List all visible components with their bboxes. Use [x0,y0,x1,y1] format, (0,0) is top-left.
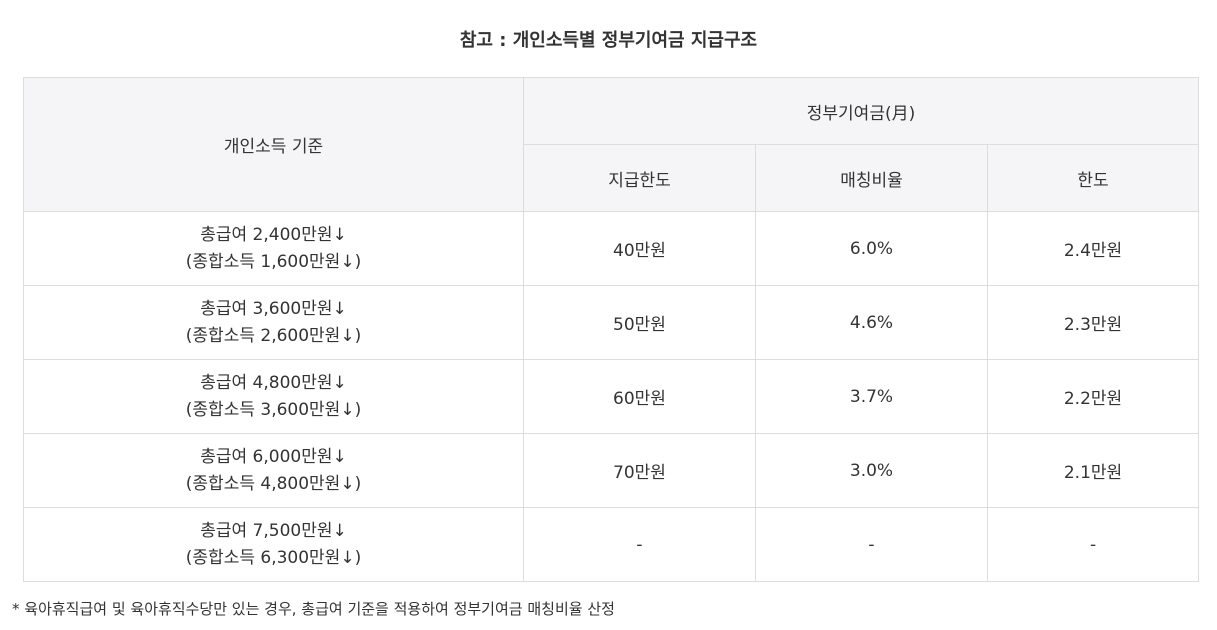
header-criteria: 개인소득 기준 [23,77,524,212]
limit-cell: 2.1만원 [986,433,1200,508]
table-row: 총급여 3,600만원↓ (종합소득 2,600만원↓) 50만원 4.6% 2… [23,285,1200,360]
limit-payment-cell: - [523,507,756,582]
criteria-line-salary: 총급여 3,600만원↓ [200,298,347,319]
criteria-line-salary: 총급여 2,400만원↓ [200,224,347,245]
matching-ratio-cell: 4.6% [755,285,988,360]
limit-cell: 2.3만원 [986,285,1200,360]
limit-cell: 2.2만원 [986,359,1200,434]
header-limit: 한도 [986,144,1200,212]
limit-payment-cell: 60만원 [523,359,756,434]
table-row: 총급여 7,500만원↓ (종합소득 6,300만원↓) - - - [23,507,1200,582]
criteria-line-income: (종합소득 2,600만원↓) [185,325,362,346]
criteria-cell: 총급여 6,000만원↓ (종합소득 4,800만원↓) [23,433,524,508]
matching-ratio-cell: 3.0% [755,433,988,508]
footnote: * 육아휴직급여 및 육아휴직수당만 있는 경우, 총급여 기준을 적용하여 정… [12,600,615,618]
limit-payment-cell: 40만원 [523,211,756,286]
header-limit-payment: 지급한도 [523,144,756,212]
criteria-line-income: (종합소득 6,300만원↓) [185,547,362,568]
criteria-cell: 총급여 7,500만원↓ (종합소득 6,300만원↓) [23,507,524,582]
table-row: 총급여 2,400만원↓ (종합소득 1,600만원↓) 40만원 6.0% 2… [23,211,1200,286]
criteria-line-salary: 총급여 7,500만원↓ [200,520,347,541]
limit-payment-cell: 50만원 [523,285,756,360]
header-gov-contribution: 정부기여금(月) [522,77,1200,145]
criteria-cell: 총급여 3,600만원↓ (종합소득 2,600만원↓) [23,285,524,360]
criteria-cell: 총급여 4,800만원↓ (종합소득 3,600만원↓) [23,359,524,434]
matching-ratio-cell: 3.7% [755,359,988,434]
criteria-line-salary: 총급여 6,000만원↓ [200,446,347,467]
criteria-line-income: (종합소득 4,800만원↓) [185,473,362,494]
matching-ratio-cell: - [755,507,988,582]
matching-ratio-cell: 6.0% [755,211,988,286]
criteria-line-income: (종합소득 1,600만원↓) [185,251,362,272]
criteria-line-income: (종합소득 3,600만원↓) [185,399,362,420]
limit-cell: - [986,507,1200,582]
criteria-line-salary: 총급여 4,800만원↓ [200,372,347,393]
limit-payment-cell: 70만원 [523,433,756,508]
table-row: 총급여 6,000만원↓ (종합소득 4,800만원↓) 70만원 3.0% 2… [23,433,1200,508]
table-row: 총급여 4,800만원↓ (종합소득 3,600만원↓) 60만원 3.7% 2… [23,359,1200,434]
criteria-cell: 총급여 2,400만원↓ (종합소득 1,600만원↓) [23,211,524,286]
contribution-table: 개인소득 기준 정부기여금(月) 지급한도 매칭비율 한도 총급여 2,400만… [23,77,1200,582]
limit-cell: 2.4만원 [986,211,1200,286]
page-title: 참고 : 개인소득별 정부기여금 지급구조 [459,30,758,51]
header-matching-ratio: 매칭비율 [755,144,988,212]
